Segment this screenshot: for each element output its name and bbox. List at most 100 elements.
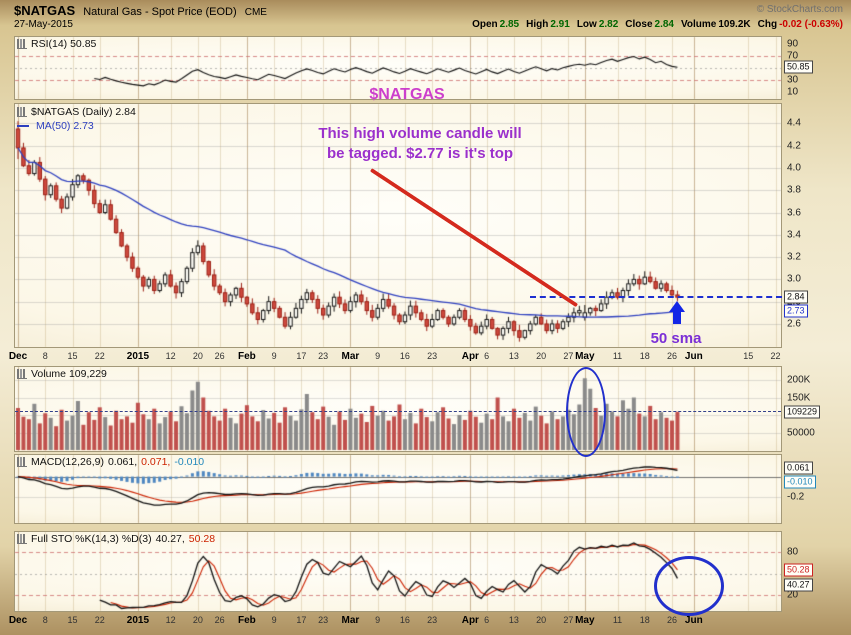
macd-signal-value: 0.071, [141,456,171,468]
x-axis-tick: 16 [399,615,410,625]
x-axis-tick: 23 [318,615,329,625]
x-axis-tick: Apr [461,615,479,626]
indicator-icon [17,534,27,544]
x-axis-tick: 12 [165,615,176,625]
sto-axis-tick: 20 [787,589,799,601]
price-dashed-line [530,296,782,298]
x-axis-tick: 15 [67,351,78,361]
price-legend-text: $NATGAS (Daily) 2.84 [31,106,136,118]
x-axis-tick: 15 [67,615,78,625]
volume-legend: Volume 109,229 [17,368,107,380]
rsi-axis-tick: 70 [787,50,799,62]
price-axis-tick: 3.4 [787,229,801,241]
x-axis-tick: 13 [508,615,519,625]
x-axis-tick: 27 [563,351,574,361]
x-axis-tick: 26 [214,615,225,625]
copyright: © StockCharts.com [756,4,843,15]
annotation-note: This high volume candle will be tagged. … [292,124,548,164]
x-axis-tick: Dec [8,351,28,362]
rsi-axis-tick: 30 [787,74,799,86]
x-axis-tick: 6 [484,615,490,625]
indicator-icon [17,39,27,49]
x-axis-tick: 26 [214,351,225,361]
macd-legend-text: MACD(12,26,9) [31,456,104,468]
sto-legend: Full STO %K(14,3) %D(3) 40.27, 50.28 [17,533,215,545]
x-axis-tick: 9 [271,351,277,361]
volume-axis-tick: 200K [787,374,811,386]
x-axis-tick: 18 [639,615,650,625]
indicator-icon [17,369,27,379]
x-axis-tick: 26 [666,351,678,361]
x-axis-tick: 17 [296,351,307,361]
x-axis-tick: 9 [375,615,381,625]
x-axis-tick: May [575,615,595,626]
price-axis-tick: 3.2 [787,251,801,263]
price-legend: $NATGAS (Daily) 2.84 [17,106,136,118]
x-axis-tick: Mar [341,351,360,362]
x-axis-tick: 20 [536,615,547,625]
annotation-symbol-title: $NATGAS [369,86,445,103]
quote-open: Open 2.85 [472,19,520,30]
ma-value-box: 2.73 [784,304,808,318]
x-axis-tick: 6 [484,351,490,361]
x-axis-tick: 18 [639,351,650,361]
annotation-note-line1: This high volume candle will [318,125,522,142]
x-axis-tick: 22 [94,615,105,625]
x-axis-tick: 17 [296,615,307,625]
x-axis-tick: 23 [427,615,438,625]
x-axis-tick: Jun [684,351,703,362]
rsi-last-value-box: 50.85 [784,60,813,74]
sto-k-value: 40.27, [155,533,185,545]
annotation-note-line2: be tagged. $2.77 is it's top [326,145,514,162]
macd-legend: MACD(12,26,9) 0.061, 0.071, -0.010 [17,456,204,468]
x-axis-tick: 20 [536,351,547,361]
x-axis-tick: May [575,351,595,362]
x-axis-tick: 22 [770,351,781,361]
quote-high: High 2.91 [526,19,570,30]
exchange: CME [244,7,267,18]
price-axis-tick: 4.2 [787,140,801,152]
ma-legend: MA(50) 2.73 [17,120,94,132]
up-arrow-icon [669,301,685,324]
up-arrow-stem [673,312,681,324]
chart-date: 27-May-2015 [14,19,73,30]
x-axis-tick: Jun [684,615,703,626]
rsi-axis-tick: 90 [787,38,799,50]
x-axis-tick: Apr [461,351,479,362]
x-axis-tick: 22 [94,351,105,361]
macd-hist-value: -0.010 [174,456,205,468]
volume-dashed-line [15,411,781,412]
sto-legend-text: Full STO %K(14,3) %D(3) [31,533,152,545]
up-arrow-head [669,301,685,312]
x-axis-tick: 13 [508,351,519,361]
x-axis-tick: 16 [399,351,410,361]
rsi-legend: RSI(14) 50.85 [17,38,96,50]
volume-last-value-box: 109229 [784,405,821,419]
macd-axis-tick: -0.2 [787,491,805,503]
x-axis-tick: 8 [42,615,48,625]
x-axis-tick: 9 [271,615,277,625]
price-axis-tick: 3.8 [787,184,801,196]
x-axis-tick: 20 [192,351,203,361]
symbol-description: Natural Gas - Spot Price (EOD) [83,6,237,18]
symbol: $NATGAS [14,3,76,18]
x-axis-tick: 2015 [126,615,150,626]
x-axis-tick: Feb [238,351,256,362]
volume-axis-tick: 150K [787,392,811,403]
x-axis-tick: Mar [341,615,360,626]
x-axis-tick: 8 [42,351,48,361]
x-axis-tick: 27 [563,615,574,625]
quote-close: Close 2.84 [625,19,674,30]
x-axis-tick: 11 [612,351,623,361]
price-axis-tick: 3.6 [787,207,801,219]
ma-legend-text: MA(50) 2.73 [36,120,94,132]
rsi-legend-text: RSI(14) 50.85 [31,38,97,50]
volume-legend-text: Volume 109,229 [31,368,107,380]
x-axis-tick: Dec [8,615,28,626]
price-axis-tick: 4.4 [787,117,801,129]
highlight-ellipse-sto [654,556,724,616]
x-axis-tick: 23 [318,351,329,361]
macd-value: 0.061, [107,456,138,468]
x-axis-tick: 9 [375,351,381,361]
